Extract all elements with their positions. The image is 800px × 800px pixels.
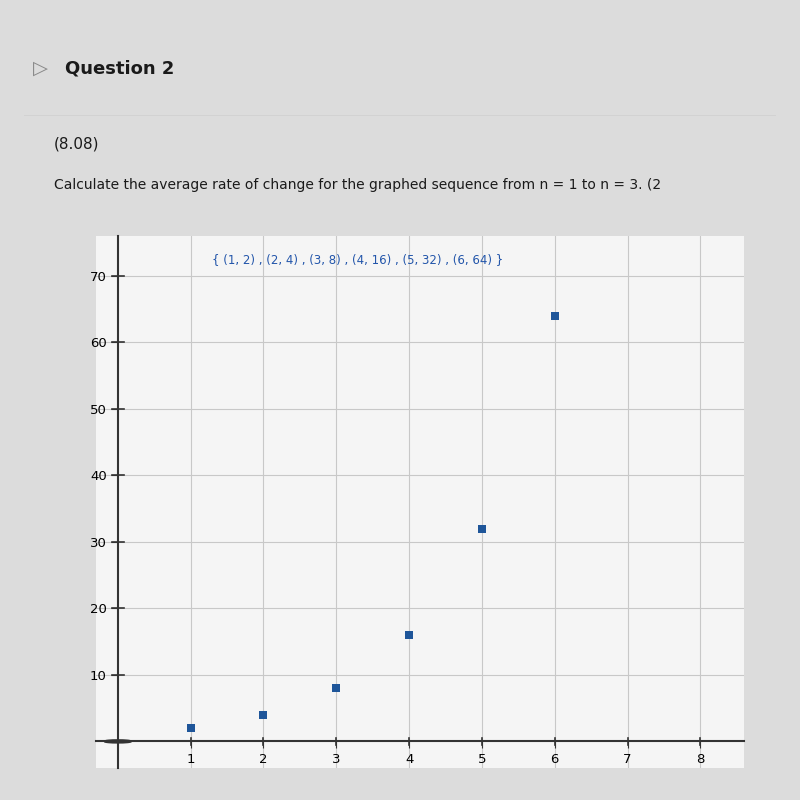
Text: ▷: ▷ bbox=[33, 58, 48, 78]
Text: (8.08): (8.08) bbox=[54, 136, 99, 151]
Text: { (1, 2) , (2, 4) , (3, 8) , (4, 16) , (5, 32) , (6, 64) }: { (1, 2) , (2, 4) , (3, 8) , (4, 16) , (… bbox=[213, 253, 504, 266]
Text: Question 2: Question 2 bbox=[66, 59, 174, 77]
Text: Calculate the average rate of change for the graphed sequence from n = 1 to n = : Calculate the average rate of change for… bbox=[54, 178, 662, 192]
